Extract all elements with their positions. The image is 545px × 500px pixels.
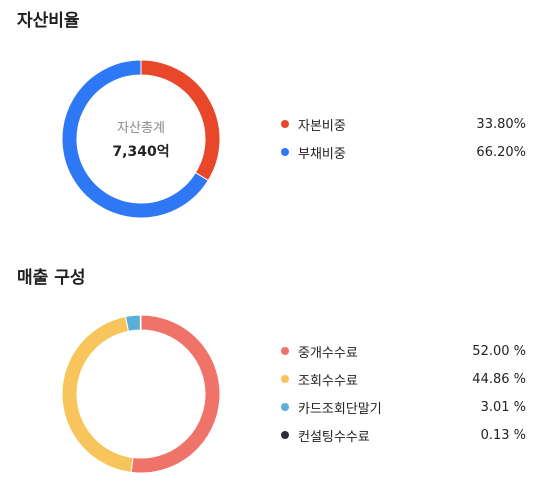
legend-value-card-terminal: 3.01 % xyxy=(480,399,526,415)
equity-dot-icon xyxy=(281,120,289,128)
legend-value-consulting-fee: 0.13 % xyxy=(480,427,526,443)
legend-item-consulting-fee: 컨설팅수수료 0.13 % xyxy=(281,421,526,449)
asset-ratio-legend: 자본비중 33.80% 부채비중 66.20% xyxy=(281,110,526,166)
legend-label-consulting-fee: 컨설팅수수료 xyxy=(298,429,370,445)
legend-label-equity: 자본비중 xyxy=(298,118,346,134)
legend-label-liability: 부채비중 xyxy=(298,146,346,162)
legend-label-brokerage-fee: 중개수수료 xyxy=(298,345,358,361)
asset-total-label: 자산총계 xyxy=(117,121,165,136)
legend-label-card-terminal: 카드조회단말기 xyxy=(298,401,382,417)
legend-value-brokerage-fee: 52.00 % xyxy=(472,343,526,359)
revenue-composition-legend: 중개수수료 52.00 % 조회수수료 44.86 % 카드조회단말기 3.01… xyxy=(281,337,526,449)
legend-value-liability: 66.20% xyxy=(476,144,526,160)
legend-value-inquiry-fee: 44.86 % xyxy=(472,371,526,387)
asset-ratio-section: 자산비율 자산총계 7,340억 자본비중 33.80% 부채비중 66.20% xyxy=(17,11,526,218)
revenue-composition-section: 매출 구성 중개수수료 52.00 % 조회수수료 44.86 % 카드조회단말… xyxy=(0,250,545,500)
asset-ratio-donut: 자산총계 7,340억 xyxy=(62,60,220,218)
revenue-composition-donut xyxy=(62,315,220,473)
inquiry-fee-dot-icon xyxy=(281,375,289,383)
asset-ratio-title: 자산비율 xyxy=(17,11,80,31)
legend-item-liability: 부채비중 66.20% xyxy=(281,138,526,166)
donut-slice-1-0 xyxy=(130,315,220,473)
liability-dot-icon xyxy=(281,148,289,156)
donut-slice-1-2 xyxy=(124,315,141,332)
donut-slice-0-1 xyxy=(62,60,209,218)
donut-slice-1-1 xyxy=(62,315,134,473)
donut-slice-1-3 xyxy=(139,315,142,331)
legend-label-inquiry-fee: 조회수수료 xyxy=(298,373,358,389)
asset-total-value: 7,340억 xyxy=(112,144,169,160)
consulting-fee-dot-icon xyxy=(281,431,289,439)
legend-item-equity: 자본비중 33.80% xyxy=(281,110,526,138)
revenue-composition-title: 매출 구성 xyxy=(17,268,86,288)
legend-item-brokerage-fee: 중개수수료 52.00 % xyxy=(281,337,526,365)
card-terminal-dot-icon xyxy=(281,403,289,411)
legend-item-card-terminal: 카드조회단말기 3.01 % xyxy=(281,393,526,421)
asset-ratio-donut-svg: 자산총계 7,340억 xyxy=(62,60,220,218)
brokerage-fee-dot-icon xyxy=(281,347,289,355)
revenue-composition-donut-svg xyxy=(62,315,220,473)
legend-item-inquiry-fee: 조회수수료 44.86 % xyxy=(281,365,526,393)
legend-value-equity: 33.80% xyxy=(476,116,526,132)
